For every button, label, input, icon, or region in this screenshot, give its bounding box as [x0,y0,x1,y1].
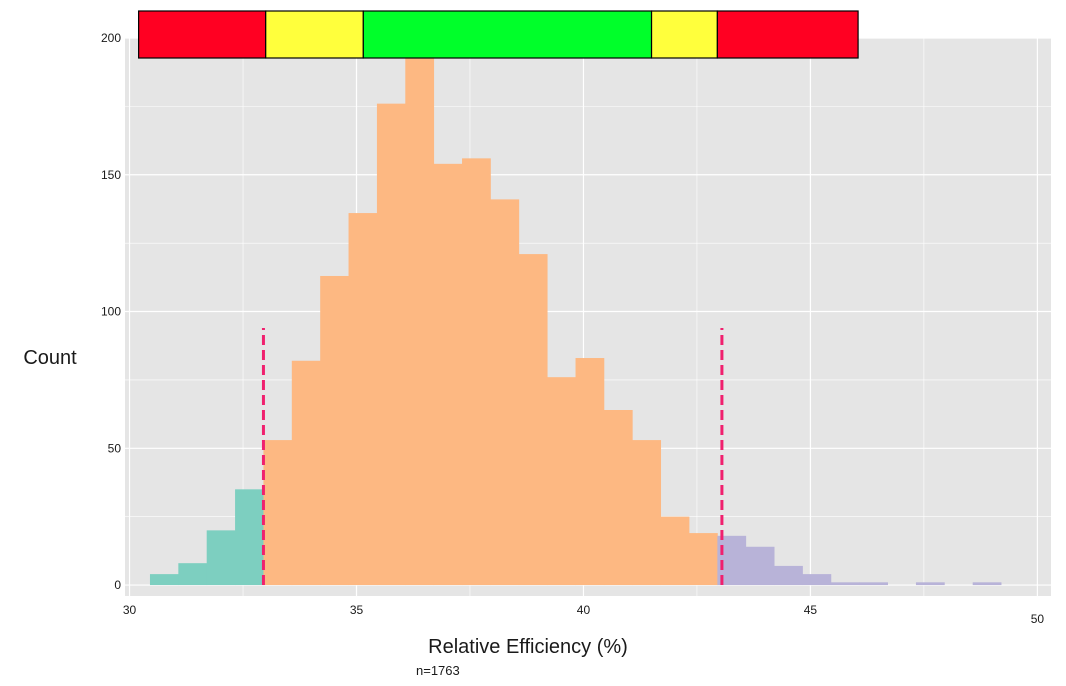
histogram-bar-high [830,582,860,586]
histogram-bar-mid [688,533,718,586]
histogram-bar-high [774,565,803,586]
histogram-bar-high [802,574,832,586]
histogram-bar-mid [348,213,378,586]
histogram-bar-high [859,582,888,586]
y-axis-title: Count [23,347,77,369]
histogram-bar-mid [575,358,605,586]
histogram-bar-low [235,489,264,586]
x-axis-title: Relative Efficiency (%) [428,636,628,658]
histogram-bar-mid [405,57,435,586]
y-tick-label: 100 [101,305,121,319]
x-tick-label: 40 [577,603,591,617]
band-segment-yellow [650,10,718,59]
histogram-bar-mid [518,254,548,586]
histogram-bar-mid [632,440,662,586]
histogram-bar-mid [490,199,520,586]
histogram-bar-mid [263,440,293,586]
histogram-bar-high [972,582,1002,586]
histogram-bar-low [178,563,208,586]
histogram-bar-low [149,574,179,586]
band-segment-red [138,10,267,59]
y-axis-ticks: 0 50 100 150 200 [101,31,121,592]
y-tick-label: 50 [108,441,122,455]
band-segment-red [716,10,859,59]
band-segment-yellow [265,10,364,59]
y-tick-label: 150 [101,168,121,182]
histogram-bar-mid [547,377,576,586]
histogram-bar-mid [320,275,349,586]
x-tick-label: 50 [1031,612,1045,626]
histogram-bar-low [206,530,236,586]
y-tick-label: 200 [101,31,121,45]
histogram-bars [149,57,1002,586]
band-segment-green [362,10,653,59]
histogram-bar-mid [603,410,633,586]
x-tick-label: 45 [804,603,818,617]
x-tick-label: 35 [350,603,364,617]
histogram-bar-mid [462,158,491,586]
x-axis-ticks: 30 35 40 45 50 [123,603,1045,626]
sample-size-note: n=1763 [416,663,460,678]
histogram-bar-mid [291,360,321,586]
histogram-bar-mid [660,516,690,586]
rating-band [138,10,859,59]
threshold-lines [261,327,724,586]
histogram-bar-mid [376,103,406,586]
histogram-bar-high [745,546,775,586]
histogram-bar-high [915,582,945,586]
histogram-bar-mid [433,163,463,586]
x-tick-label: 30 [123,603,137,617]
y-tick-label: 0 [114,578,121,592]
